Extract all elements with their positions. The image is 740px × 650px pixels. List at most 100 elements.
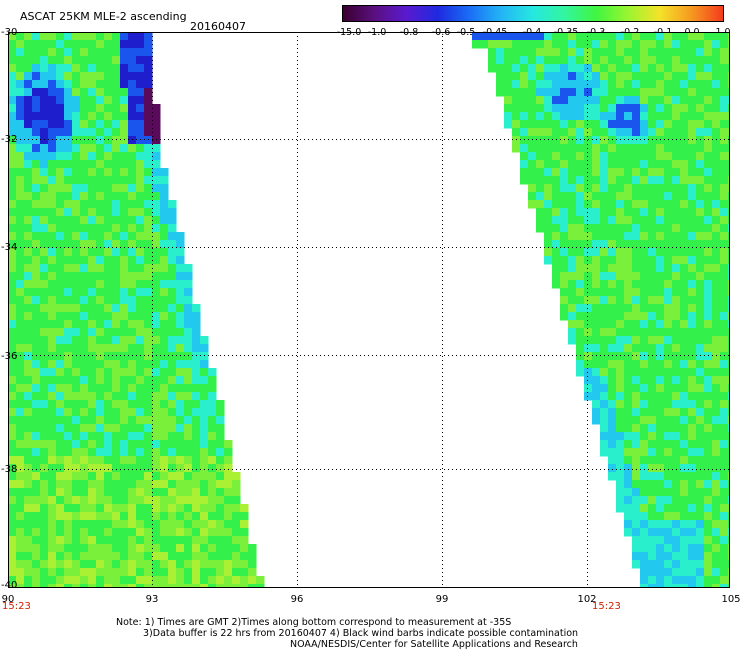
swath-cell bbox=[32, 328, 41, 337]
swath-cell bbox=[16, 400, 25, 409]
swath-cell bbox=[88, 584, 97, 588]
swath-cell bbox=[32, 256, 41, 265]
swath-cell bbox=[168, 400, 177, 409]
swath-cell bbox=[232, 560, 241, 569]
swath-cell bbox=[128, 160, 137, 169]
swath-cell bbox=[688, 416, 697, 425]
swath-cell bbox=[632, 456, 641, 465]
swath-cell bbox=[160, 552, 169, 561]
swath-cell bbox=[152, 352, 161, 361]
swath-cell bbox=[16, 48, 25, 57]
swath-cell bbox=[688, 72, 697, 81]
swath-cell bbox=[488, 32, 497, 41]
swath-cell bbox=[576, 64, 585, 73]
swath-cell bbox=[544, 160, 553, 169]
swath-cell bbox=[672, 400, 681, 409]
swath-cell bbox=[200, 376, 209, 385]
swath-cell bbox=[56, 392, 65, 401]
swath-cell bbox=[664, 88, 673, 97]
swath-cell bbox=[528, 56, 537, 65]
swath-cell bbox=[624, 160, 633, 169]
swath-cell bbox=[552, 192, 561, 201]
swath-cell bbox=[616, 472, 625, 481]
swath-cell bbox=[552, 88, 561, 97]
swath-cell bbox=[608, 64, 617, 73]
swath-cell bbox=[688, 296, 697, 305]
swath-cell bbox=[680, 48, 689, 57]
swath-cell bbox=[112, 536, 121, 545]
swath-cell bbox=[568, 80, 577, 89]
swath-cell bbox=[48, 64, 57, 73]
swath-cell bbox=[72, 344, 81, 353]
swath-cell bbox=[208, 496, 217, 505]
swath-cell bbox=[640, 120, 649, 129]
swath-cell bbox=[80, 224, 89, 233]
swath-cell bbox=[168, 424, 177, 433]
swath-cell bbox=[136, 128, 145, 137]
swath-cell bbox=[112, 552, 121, 561]
swath-cell bbox=[56, 400, 65, 409]
swath-cell bbox=[648, 432, 657, 441]
swath-cell bbox=[696, 224, 705, 233]
swath-cell bbox=[8, 160, 17, 169]
swath-cell bbox=[224, 440, 233, 449]
swath-cell bbox=[568, 240, 577, 249]
swath-cell bbox=[544, 144, 553, 153]
swath-cell bbox=[64, 416, 73, 425]
swath-cell bbox=[48, 448, 57, 457]
swath-cell bbox=[56, 72, 65, 81]
swath-cell bbox=[24, 544, 33, 553]
swath-cell bbox=[32, 120, 41, 129]
swath-cell bbox=[80, 560, 89, 569]
swath-cell bbox=[96, 96, 105, 105]
swath-cell bbox=[560, 32, 569, 41]
swath-cell bbox=[144, 384, 153, 393]
swath-cell bbox=[48, 472, 57, 481]
swath-cell bbox=[704, 224, 713, 233]
swath-cell bbox=[168, 520, 177, 529]
swath-cell bbox=[600, 240, 609, 249]
swath-cell bbox=[192, 400, 201, 409]
swath-cell bbox=[240, 568, 249, 577]
swath-cell bbox=[32, 208, 41, 217]
swath-cell bbox=[624, 152, 633, 161]
swath-cell bbox=[536, 48, 545, 57]
swath-cell bbox=[720, 304, 729, 313]
swath-cell bbox=[192, 488, 201, 497]
swath-cell bbox=[8, 352, 17, 361]
swath-cell bbox=[128, 304, 137, 313]
swath-cell bbox=[136, 480, 145, 489]
swath-cell bbox=[568, 104, 577, 113]
swath-cell bbox=[720, 280, 729, 289]
swath-cell bbox=[616, 136, 625, 145]
swath-cell bbox=[24, 112, 33, 121]
swath-cell bbox=[96, 184, 105, 193]
swath-cell bbox=[40, 176, 49, 185]
swath-cell bbox=[32, 232, 41, 241]
swath-cell bbox=[600, 184, 609, 193]
swath-cell bbox=[688, 408, 697, 417]
swath-cell bbox=[600, 320, 609, 329]
swath-cell bbox=[520, 152, 529, 161]
swath-cell bbox=[696, 368, 705, 377]
swath-cell bbox=[616, 376, 625, 385]
swath-cell bbox=[664, 504, 673, 513]
swath-cell bbox=[552, 120, 561, 129]
swath-cell bbox=[688, 176, 697, 185]
swath-cell bbox=[120, 376, 129, 385]
swath-cell bbox=[72, 288, 81, 297]
swath-cell bbox=[232, 576, 241, 585]
swath-cell bbox=[600, 104, 609, 113]
swath-cell bbox=[176, 448, 185, 457]
swath-cell bbox=[24, 160, 33, 169]
swath-cell bbox=[32, 80, 41, 89]
swath-cell bbox=[720, 192, 729, 201]
swath-cell bbox=[648, 216, 657, 225]
swath-cell bbox=[696, 568, 705, 577]
swath-cell bbox=[240, 544, 249, 553]
swath-cell bbox=[104, 512, 113, 521]
swath-cell bbox=[80, 264, 89, 273]
swath-cell bbox=[672, 328, 681, 337]
swath-cell bbox=[56, 112, 65, 121]
swath-cell bbox=[112, 56, 121, 65]
